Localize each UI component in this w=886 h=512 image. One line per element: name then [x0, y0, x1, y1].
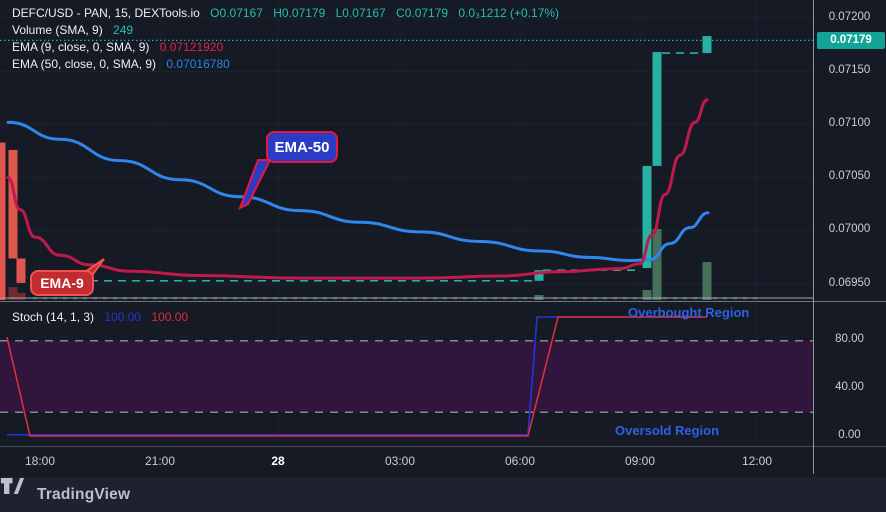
- last-price-badge: 0.07179: [817, 32, 885, 49]
- price-axis[interactable]: 0.07179 0.07200 0.07150 0.07100 0.07050 0.07…: [813, 0, 886, 446]
- ema50-line: [6, 120, 710, 263]
- stoch-axis-label: 40.00: [835, 380, 864, 393]
- ema50-callout-tail: [238, 159, 272, 210]
- volume-bar: [8, 287, 18, 300]
- candle: [702, 36, 712, 54]
- price-axis-label: 0.07200: [828, 10, 871, 23]
- ema9-line: [6, 98, 709, 280]
- candle: [642, 165, 652, 269]
- symbol-legend-row: DEFC/USD - PAN, 15, DEXTools.io O0.07167…: [12, 6, 566, 21]
- ema9-legend-row: EMA (9, close, 0, SMA, 9) 0.07121920: [12, 40, 230, 55]
- price-axis-label: 0.06950: [828, 276, 871, 289]
- price-axis-label: 0.07050: [828, 170, 871, 183]
- stoch-axis-label: 0.00: [838, 428, 861, 441]
- ema9-legend-label: EMA (9, close, 0, SMA, 9): [12, 40, 150, 54]
- volume-legend-row: Volume (SMA, 9) 249: [12, 23, 140, 38]
- oversold-region-label: Oversold Region: [615, 423, 720, 438]
- ema50-legend-row: EMA (50, close, 0, SMA, 9) 0.07016780: [12, 57, 237, 72]
- time-axis-label: 12:00: [741, 454, 773, 468]
- time-axis-label: 06:00: [504, 454, 536, 468]
- ema50-legend-label: EMA (50, close, 0, SMA, 9): [12, 57, 157, 71]
- stoch-axis-label: 80.00: [835, 333, 864, 346]
- main-chart-svg[interactable]: [0, 0, 813, 302]
- price-axis-separator: [813, 0, 814, 474]
- ohlc-close: C0.07179: [396, 6, 449, 20]
- stoch-legend-row: Stoch (14, 1, 3) 100.00 100.00: [12, 310, 195, 325]
- ema9-legend-value: 0.07121920: [159, 40, 224, 54]
- volume-bar: [652, 229, 662, 300]
- footer-bar: TradingView: [0, 477, 886, 512]
- candle: [16, 258, 26, 283]
- stoch-pane[interactable]: Stoch (14, 1, 3) 100.00 100.00 Overbough…: [0, 302, 813, 446]
- price-axis-label: 0.07000: [828, 223, 871, 236]
- pane-separator[interactable]: [0, 301, 886, 302]
- volume-bar: [16, 293, 26, 300]
- candle: [652, 52, 662, 166]
- time-axis-label: 21:00: [144, 454, 176, 468]
- candle: [8, 149, 18, 259]
- volume-bar: [642, 290, 652, 300]
- time-axis-separator: [0, 446, 886, 447]
- candle: [0, 142, 6, 298]
- stoch-chart-svg[interactable]: [0, 302, 813, 446]
- stoch-band: [0, 340, 813, 413]
- time-axis-label: 09:00: [624, 454, 656, 468]
- stoch-d-value: 100.00: [151, 310, 189, 324]
- time-axis[interactable]: 18:00 21:00 28 03:00 06:00 09:00 12:00: [0, 447, 886, 477]
- price-axis-label: 0.07100: [828, 116, 871, 129]
- stoch-legend-label: Stoch (14, 1, 3): [12, 310, 95, 324]
- time-axis-label: 18:00: [24, 454, 56, 468]
- stoch-d-line: [6, 316, 707, 437]
- price-pane[interactable]: DEFC/USD - PAN, 15, DEXTools.io O0.07167…: [0, 0, 813, 302]
- tradingview-brand[interactable]: TradingView: [37, 485, 131, 503]
- ema50-legend-value: 0.07016780: [166, 57, 230, 71]
- ohlc-high: H0.07179: [273, 6, 326, 20]
- symbol-title: DEFC/USD - PAN, 15, DEXTools.io: [12, 6, 200, 20]
- time-axis-label: 28: [271, 454, 285, 468]
- ohlc-open: O0.07167: [210, 6, 263, 20]
- overbought-region-label: Overbought Region: [628, 305, 750, 320]
- ema9-callout[interactable]: EMA-9: [30, 270, 94, 296]
- price-axis-label: 0.07150: [828, 63, 871, 76]
- volume-legend-label: Volume (SMA, 9): [12, 23, 103, 37]
- ohlc-low: L0.07167: [335, 6, 386, 20]
- stoch-k-value: 100.00: [104, 310, 142, 324]
- time-axis-label: 03:00: [384, 454, 416, 468]
- volume-legend-value: 249: [113, 23, 134, 37]
- price-change: 0.0₃1212 (+0.17%): [458, 6, 560, 20]
- candle: [534, 270, 544, 281]
- volume-bar: [534, 295, 544, 300]
- volume-bar: [702, 262, 712, 300]
- ema50-callout[interactable]: EMA-50: [266, 131, 338, 163]
